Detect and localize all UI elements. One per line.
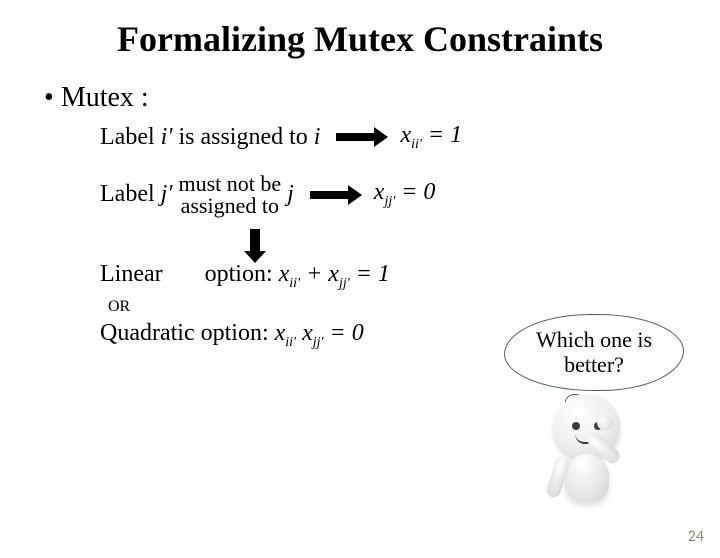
linear-plus: + — [300, 261, 328, 287]
linear-s1: ii' — [289, 276, 300, 291]
eye-left — [572, 422, 580, 430]
row2-rhs: xjj' = 0 — [374, 179, 436, 210]
linear-v2: x — [328, 261, 339, 287]
row1-rhs: xii' = 1 — [400, 122, 462, 153]
arrow-right-icon — [310, 191, 350, 199]
hand-right — [597, 416, 613, 430]
row1-var-left: i' — [161, 124, 173, 151]
linear-v1: x — [279, 261, 290, 287]
row2-phrase-top: must not be — [178, 173, 281, 195]
row2-var-left: j' — [161, 181, 173, 208]
linear-s2: jj' — [339, 276, 350, 291]
row2-phrase-stack: must not be assigned to — [178, 173, 281, 217]
row2-rhs-var: x — [374, 179, 385, 205]
quadratic-expr: xii' xjj' = 0 — [275, 320, 364, 346]
row1-rhs-sub: ii' — [411, 137, 422, 152]
quadratic-name: Quadratic option: — [100, 320, 269, 346]
row2-var-right: j — [287, 181, 294, 208]
quad-s2: jj' — [313, 334, 324, 349]
arm-left — [545, 455, 571, 499]
quad-v1: x — [275, 320, 286, 346]
linear-expr: xii' + xjj' = 1 — [279, 261, 390, 287]
row2-label: Label — [100, 181, 155, 208]
row2-phrase-bot: assigned to — [178, 195, 281, 217]
person-body — [565, 454, 609, 502]
quad-v2: x — [302, 320, 313, 346]
row1-label: Label — [100, 124, 155, 151]
row1-var-right: i — [314, 124, 321, 151]
row1-rhs-eq: = 1 — [422, 122, 462, 148]
row1-rhs-var: x — [400, 122, 411, 148]
slide-title: Formalizing Mutex Constraints — [0, 18, 720, 60]
bubble-cloud: Which one is better? — [504, 314, 684, 391]
arrow-right-icon — [336, 133, 376, 141]
row2-rhs-sub: jj' — [384, 194, 395, 209]
row2-rhs-eq: = 0 — [395, 179, 435, 205]
person-icon — [532, 394, 642, 534]
option-linear: Linear option: xii' + xjj' = 1 — [100, 261, 660, 292]
or-label: OR — [108, 298, 660, 316]
linear-name: Linear — [100, 261, 163, 287]
linear-lead: option: — [205, 261, 273, 287]
arrow-down-icon — [250, 229, 260, 253]
bullet-mutex: Mutex : — [44, 82, 720, 114]
row1-phrase: is assigned to — [178, 124, 307, 151]
bubble-line1: Which one is — [536, 327, 652, 352]
linear-eq: = 1 — [350, 261, 390, 287]
thought-bubble: Which one is better? — [504, 314, 684, 391]
row-label-j: Label j' must not be assigned to j xjj' … — [100, 173, 660, 217]
quad-eq: = 0 — [324, 320, 364, 346]
quad-s1: ii' — [285, 334, 296, 349]
slide-number: 24 — [688, 527, 704, 546]
row-label-i: Label i' is assigned to i xii' = 1 — [100, 122, 660, 153]
bubble-line2: better? — [564, 352, 624, 377]
